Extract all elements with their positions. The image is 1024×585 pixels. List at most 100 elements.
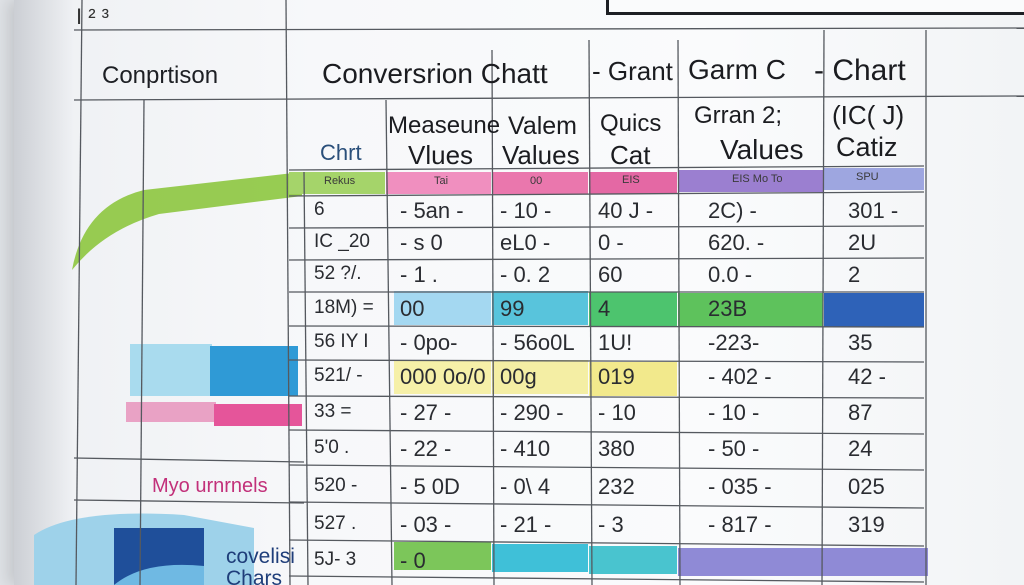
table-cell: - 22 - — [400, 436, 452, 461]
table-cell: 019 — [598, 364, 635, 389]
left-label-bottom-1: covelisi — [226, 545, 295, 568]
subheader-quics-1: Quics — [600, 110, 662, 137]
table-cell: - s 0 — [400, 230, 443, 255]
band-label-5: EIS Mo To — [732, 173, 783, 185]
table-cell: 5J- 3 — [314, 549, 357, 570]
bottom-teal — [492, 544, 588, 572]
table-cell: 301 - — [848, 198, 899, 223]
subheader-measure-1: Measeune — [388, 112, 501, 139]
row-yellow-3 — [589, 362, 677, 396]
table-cell: 6 — [314, 199, 325, 220]
table-cell: 99 — [500, 296, 525, 321]
row-yellow-2 — [492, 360, 588, 394]
row-blue-1 — [394, 291, 491, 325]
table-cell: 42 - — [848, 364, 886, 389]
table-cell: 00g — [500, 364, 537, 389]
table-cell: 35 — [848, 330, 873, 355]
table-cell: 025 — [848, 474, 885, 499]
band-pink-3 — [589, 172, 677, 194]
table-cell: - 10 - — [500, 198, 552, 223]
table-cell: 18M) = — [314, 297, 374, 318]
grid-vertical — [75, 0, 927, 585]
left-title: Conprtison — [102, 62, 219, 89]
green-swoosh — [72, 172, 302, 270]
paper-sheet: I ² ³ Conprtison Conversrion Chatt - Gra… — [14, 0, 1024, 585]
table-cell: 23B — [708, 296, 748, 321]
table-cell: - 3 — [598, 512, 624, 537]
band-purple — [678, 170, 823, 192]
table-cell: - 410 — [500, 436, 551, 461]
table-cell: - 50 - — [708, 436, 760, 461]
row-navy — [824, 293, 924, 327]
band-violet — [824, 168, 924, 190]
sheet-shadow — [14, 0, 74, 585]
band-pink-1 — [386, 172, 491, 194]
pink-block-light — [126, 402, 216, 422]
subheader-gantt-2: Values — [720, 134, 804, 165]
row-yellow-1 — [394, 360, 491, 394]
table-cell: - 035 - — [708, 474, 772, 499]
subheader-measure-2: Vlues — [408, 140, 474, 170]
table-cell: - 56o0L — [500, 330, 575, 355]
band-label-2: Tai — [434, 175, 449, 187]
table-cell: 40 J - — [598, 198, 654, 223]
table-cell: - 21 - — [500, 512, 552, 537]
table-cell: 1U! — [598, 330, 633, 355]
pink-block — [214, 404, 302, 426]
blue-block — [210, 346, 298, 396]
table-cell: - 10 — [598, 400, 636, 425]
table-cell: 000 0o/0 — [400, 364, 486, 389]
table-cell: 24 — [848, 436, 873, 461]
table-cell: 0 - — [598, 230, 624, 255]
table-cell: 87 — [848, 400, 873, 425]
gantt-label: - Grant — [592, 56, 673, 86]
left-label-pink: Myo urnrnels — [152, 475, 268, 497]
subheader-chart: Chrt — [320, 140, 362, 165]
table-cell: 60 — [598, 262, 623, 287]
table-cell: 2U — [848, 230, 877, 255]
main-title: Conversrion Chatt — [322, 58, 548, 89]
table-cell: 319 — [848, 512, 885, 537]
blue-block-light — [130, 344, 212, 396]
table-cell: - 402 - — [708, 364, 772, 389]
bottom-green — [394, 542, 491, 570]
table-cell: 2 — [848, 262, 861, 287]
table-cell: - 0. 2 — [500, 262, 551, 287]
subheader-valem-1: Valem — [508, 112, 578, 140]
table-cell: - 817 - — [708, 512, 772, 537]
table-cell: 0.0 - — [708, 262, 753, 287]
row-green-1 — [589, 292, 677, 326]
table-cell: - 1 . — [400, 262, 438, 287]
table-cell: 56 IY I — [314, 331, 369, 352]
subheader-valem-2: Values — [502, 140, 580, 170]
subheader-gantt-1: Grran 2; — [694, 102, 783, 129]
bottom-navy-curve — [114, 564, 204, 585]
table-cell: 620. - — [708, 230, 765, 255]
grid-horizontal — [73, 27, 1024, 583]
table-cell: -223- — [708, 330, 760, 355]
subheader-cat-1: (IC( J) — [832, 100, 905, 130]
table-cell: 33 = — [314, 401, 352, 422]
table-cell: 00 — [400, 296, 425, 321]
table-cell: - 0 — [400, 548, 426, 573]
band-label-6: SPU — [856, 171, 879, 183]
table-cell: 521/ - — [314, 365, 363, 386]
band-label-3: 00 — [530, 175, 543, 187]
table-cell: 52 ?/. — [314, 263, 362, 284]
table-cell: - 0\ 4 — [500, 474, 551, 499]
table-cell: eL0 - — [500, 230, 551, 255]
gantt-title: Garm C — [688, 54, 786, 85]
chart-label: - Chart — [814, 54, 906, 87]
table-cell: 380 — [598, 436, 635, 461]
table-cell: 520 - — [314, 475, 358, 496]
bottom-violet — [678, 548, 928, 576]
table-cell: - 03 - — [400, 512, 452, 537]
table-cell: 2C) - — [708, 198, 757, 223]
row-blue-2 — [492, 291, 588, 325]
subheader-quics-2: Cat — [610, 140, 651, 170]
table-cell: - 290 - — [500, 400, 564, 425]
table-cell: 527 . — [314, 513, 357, 534]
band-pink-2 — [492, 172, 588, 194]
bottom-teal-2 — [589, 546, 677, 574]
